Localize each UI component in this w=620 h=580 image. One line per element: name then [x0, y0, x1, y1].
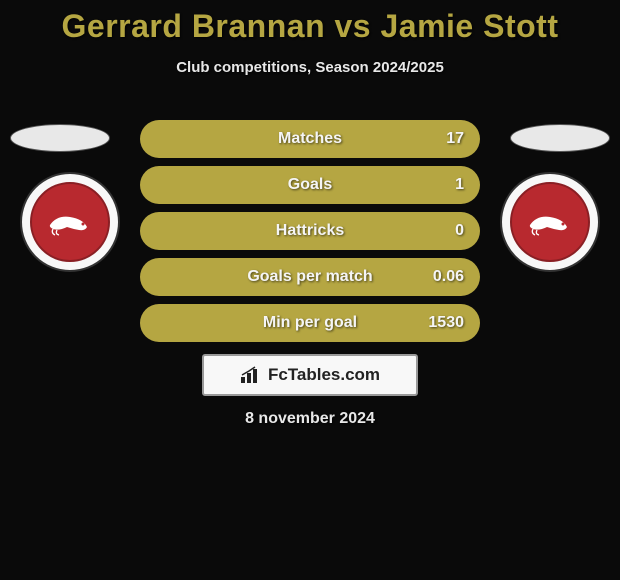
date-label: 8 november 2024 [245, 410, 375, 428]
morecambe-badge-icon [30, 182, 110, 262]
stat-row-goals-per-match: Goals per match 0.06 [140, 258, 480, 296]
stat-label: Min per goal [263, 314, 357, 332]
flag-left [10, 124, 110, 152]
stat-right-value: 0.06 [433, 268, 464, 286]
stat-label: Matches [278, 130, 342, 148]
stat-right-value: 0 [455, 222, 464, 240]
shrimp-icon [525, 207, 575, 237]
stat-row-hattricks: Hattricks 0 [140, 212, 480, 250]
source-logo: FcTables.com [202, 354, 418, 396]
stats-panel: Matches 17 Goals 1 Hattricks 0 Goals per… [140, 120, 480, 350]
stat-right-value: 17 [446, 130, 464, 148]
bar-chart-icon [240, 366, 262, 384]
logo-label: FcTables.com [268, 365, 380, 385]
stat-label: Hattricks [276, 222, 344, 240]
source-logo-text: FcTables.com [240, 365, 380, 385]
club-badge-right [500, 172, 600, 272]
comparison-card: Gerrard Brannan vs Jamie Stott Club comp… [0, 0, 620, 580]
morecambe-badge-icon [510, 182, 590, 262]
stat-right-value: 1 [455, 176, 464, 194]
stat-right-value: 1530 [428, 314, 464, 332]
club-badge-left [20, 172, 120, 272]
stat-label: Goals [288, 176, 332, 194]
stat-label: Goals per match [247, 268, 372, 286]
stat-row-matches: Matches 17 [140, 120, 480, 158]
subtitle: Club competitions, Season 2024/2025 [0, 59, 620, 76]
stat-row-min-per-goal: Min per goal 1530 [140, 304, 480, 342]
stat-row-goals: Goals 1 [140, 166, 480, 204]
shrimp-icon [45, 207, 95, 237]
page-title: Gerrard Brannan vs Jamie Stott [0, 0, 620, 45]
flag-right [510, 124, 610, 152]
